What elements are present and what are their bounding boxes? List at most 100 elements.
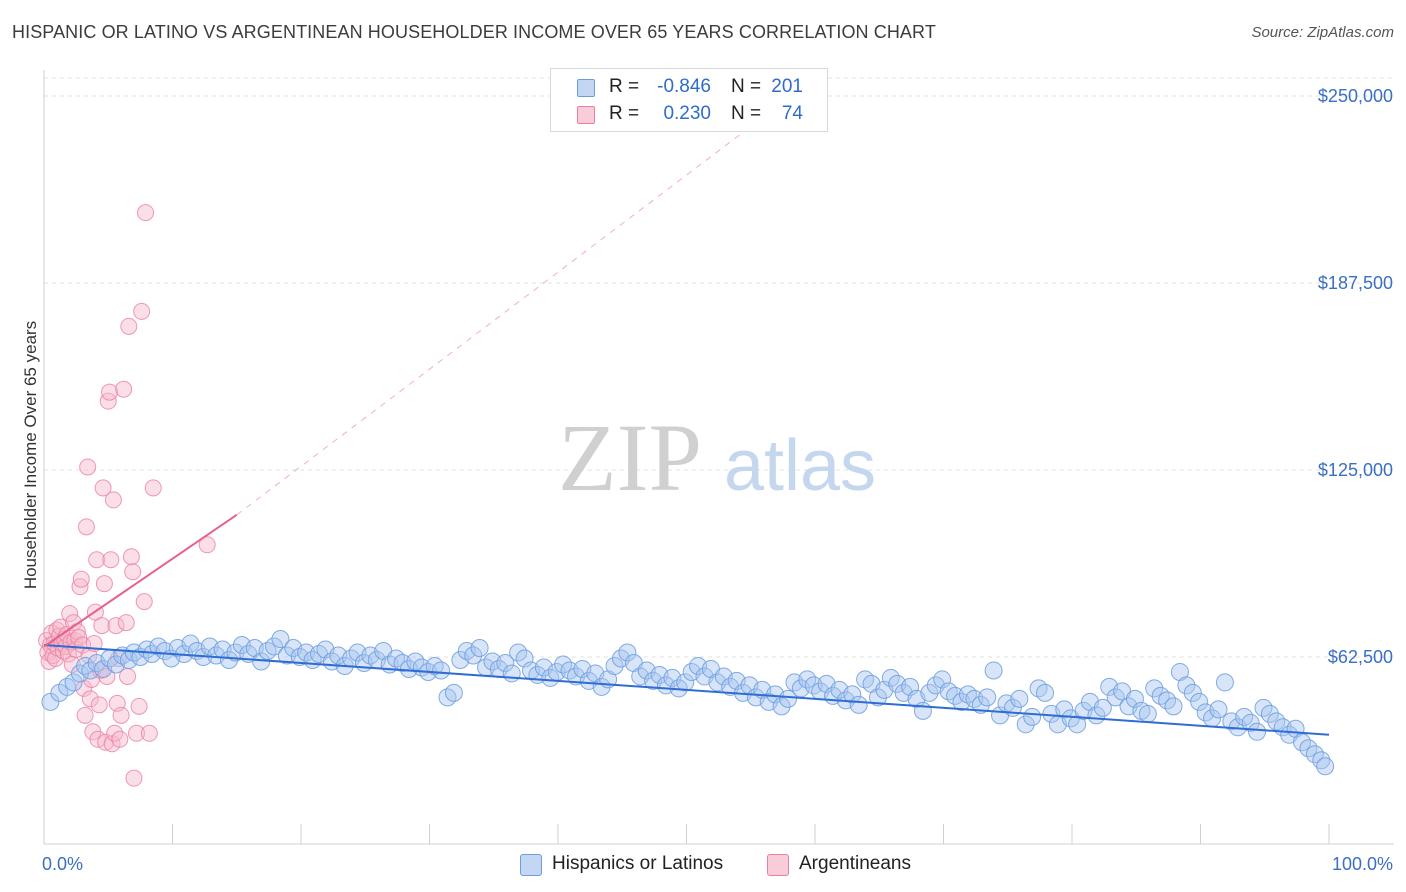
hispanics-point xyxy=(1036,683,1055,702)
hispanics-point xyxy=(496,653,515,672)
watermark-zip: ZIP xyxy=(558,404,702,511)
legend-n-value: 201 xyxy=(771,76,803,97)
hispanics-point xyxy=(425,656,444,675)
hispanics-point xyxy=(779,689,798,708)
hispanics-point xyxy=(1010,689,1029,708)
source-label: Source: ZipAtlas.com xyxy=(1251,24,1394,41)
hispanics-point xyxy=(901,677,920,696)
argentineans-point xyxy=(93,617,111,635)
bottom-legend-label: Hispanics or Latinos xyxy=(552,853,724,874)
hispanics-point xyxy=(1029,679,1048,698)
argentineans-point xyxy=(94,479,112,497)
watermark: ZIP atlas xyxy=(558,404,876,511)
hispanics-point xyxy=(1241,713,1260,732)
argentineans-point xyxy=(144,479,162,497)
hispanics-point xyxy=(258,642,277,661)
legend-r-value: 0.230 xyxy=(663,103,711,124)
argentineans-point xyxy=(112,706,130,724)
argentineans-point xyxy=(76,706,94,724)
hispanics-trend-line xyxy=(43,644,1330,736)
legend-swatch-pink xyxy=(577,106,595,124)
argentineans-point xyxy=(61,605,79,623)
hispanics-point xyxy=(1145,679,1164,698)
x-tick-labels: 0.0% 100.0% xyxy=(42,854,1393,874)
legend-r-label: R = xyxy=(609,103,640,124)
hispanics-point xyxy=(515,649,534,668)
hispanics-point xyxy=(1151,686,1170,705)
legend-swatch-blue xyxy=(577,79,595,97)
argentineans-point xyxy=(90,696,108,714)
argentineans-point xyxy=(128,724,146,742)
argentineans-point xyxy=(81,690,99,708)
argentineans-trend-extension xyxy=(236,77,816,516)
hispanics-point xyxy=(843,685,862,704)
y-tick-label: $250,000 xyxy=(1318,86,1393,106)
hispanics-point xyxy=(444,683,463,702)
argentineans-point xyxy=(72,570,90,588)
argentineans-point xyxy=(117,614,135,632)
argentineans-point xyxy=(97,733,115,751)
hispanics-point xyxy=(772,697,791,716)
argentineans-point xyxy=(102,551,120,569)
y-tick-label: $62,500 xyxy=(1328,647,1393,667)
hispanics-point xyxy=(464,646,483,665)
hispanics-point xyxy=(438,688,457,707)
hispanics-point xyxy=(856,670,875,689)
hispanics-point xyxy=(81,661,100,680)
correlation-legend: R = -0.846 N = 201 R = 0.230 N = 74 xyxy=(550,68,828,132)
argentineans-point xyxy=(125,769,143,787)
hispanics-point xyxy=(1316,757,1335,776)
y-tick-labels: $62,500 $125,000 $187,500 $250,000 xyxy=(1318,86,1393,667)
hispanics-point xyxy=(1055,700,1074,719)
argentineans-point xyxy=(77,518,95,536)
bottom-legend-swatch-pink xyxy=(767,854,789,876)
legend-row-hispanics: R = -0.846 N = 201 xyxy=(551,73,827,101)
hispanics-point xyxy=(1260,704,1279,723)
hispanics-point xyxy=(149,637,168,656)
hispanics-point xyxy=(58,677,77,696)
hispanics-point xyxy=(1177,676,1196,695)
hispanics-point xyxy=(971,695,990,714)
argentineans-point xyxy=(88,551,106,569)
argentineans-point xyxy=(133,302,151,320)
hispanics-points xyxy=(41,630,1335,776)
legend-n-label: N = xyxy=(731,76,762,97)
hispanics-point xyxy=(297,643,316,662)
hispanics-point xyxy=(502,664,521,683)
legend-row-argentineans: R = 0.230 N = 74 xyxy=(551,100,827,128)
y-axis-label: Householder Income Over 65 years xyxy=(21,321,40,589)
hispanics-point xyxy=(618,643,637,662)
argentineans-trend-line xyxy=(43,514,238,648)
hispanics-point xyxy=(920,683,939,702)
argentineans-point xyxy=(122,548,140,566)
y-tick-label: $187,500 xyxy=(1318,273,1393,293)
argentineans-point xyxy=(124,563,142,581)
grid-lines xyxy=(44,77,1394,658)
hispanics-point xyxy=(277,646,296,665)
legend-r-value: -0.846 xyxy=(657,76,711,97)
hispanics-point xyxy=(984,661,1003,680)
hispanics-point xyxy=(939,682,958,701)
argentineans-point xyxy=(107,617,125,635)
argentineans-point xyxy=(111,730,129,748)
hispanics-point xyxy=(1164,697,1183,716)
hispanics-point xyxy=(483,652,502,671)
argentineans-point xyxy=(104,491,122,509)
trend-lines xyxy=(43,77,1330,736)
hispanics-point xyxy=(265,637,284,656)
argentineans-point xyxy=(137,204,155,222)
hispanics-point xyxy=(913,701,932,720)
hispanics-point xyxy=(1138,704,1157,723)
hispanics-point xyxy=(387,649,406,668)
argentineans-point xyxy=(120,317,138,335)
bottom-legend-label: Argentineans xyxy=(799,853,911,874)
hispanics-point xyxy=(432,661,451,680)
argentineans-point xyxy=(198,536,216,554)
argentineans-point xyxy=(115,380,133,398)
hispanics-point xyxy=(1183,683,1202,702)
hispanics-point xyxy=(470,639,489,658)
hispanics-point xyxy=(592,677,611,696)
argentineans-point xyxy=(95,575,113,593)
argentineans-point xyxy=(140,724,158,742)
